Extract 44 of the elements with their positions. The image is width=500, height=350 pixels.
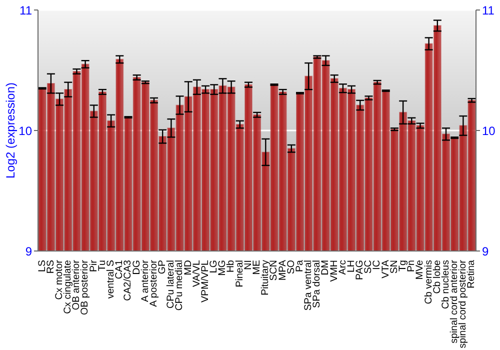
x-tick-label: VA/VL — [191, 259, 202, 288]
x-tick-label: Pituitary — [260, 260, 272, 296]
x-tick-label: NI — [242, 260, 254, 270]
y-tick-label: 9 — [25, 244, 32, 258]
x-tick-label: Pineal — [234, 260, 246, 288]
x-tick-label: Cb nucleus — [440, 260, 452, 310]
x-tick-label: Tg — [398, 260, 408, 272]
x-tick-label: VPM/VPL — [200, 259, 211, 302]
y-tick-label: 11 — [20, 3, 32, 18]
x-tick-label: VMH — [328, 260, 340, 282]
x-tick-label: SO — [286, 260, 297, 274]
x-tick-label: MVe — [414, 259, 426, 280]
x-tick-label: DG — [131, 260, 142, 275]
x-tick-label: Pir — [88, 259, 100, 272]
x-tick-label: MPA — [277, 260, 288, 281]
x-tick-label: OB posterior — [80, 259, 91, 315]
x-tick-label: A posterior — [148, 259, 160, 307]
x-tick-label: Pa — [294, 259, 306, 272]
x-tick-label: CPu medial — [174, 260, 186, 311]
x-tick-label: ventral S — [106, 260, 116, 299]
x-tick-label: Tu — [96, 260, 108, 272]
x-tick-label: VTA — [380, 260, 392, 278]
x-tick-label: Retina — [466, 259, 478, 288]
x-tick-label: ME — [252, 260, 262, 275]
x-tick-label: Cx motor — [54, 259, 65, 300]
y-axis-title: Log2 (expression) — [3, 82, 18, 179]
x-tick-label: A anterior — [140, 259, 151, 302]
x-tick-label: SN — [388, 260, 400, 274]
y2-tick-label: 10 — [482, 124, 496, 138]
x-tick-label: LH — [346, 260, 357, 273]
x-tick-label: spinal cord posterior — [458, 259, 469, 348]
x-tick-label: Hb — [226, 259, 237, 273]
x-tick-label: RS — [45, 260, 56, 274]
x-tick-label: DM — [320, 260, 332, 276]
x-tick-label: IC — [372, 260, 383, 270]
x-tick-label: MD — [182, 260, 194, 276]
y-tick-label: 10 — [18, 124, 32, 138]
x-tick-label: CA2/CA3 — [122, 259, 134, 301]
x-tick-label: Cb lobe — [432, 259, 443, 294]
x-tick-label: LS — [36, 260, 48, 272]
y2-tick-label: 9 — [482, 244, 489, 258]
x-tick-label: Arc — [337, 260, 348, 275]
x-tick-label: SCN — [268, 260, 280, 281]
y2-tick-label: 11 — [482, 3, 495, 18]
